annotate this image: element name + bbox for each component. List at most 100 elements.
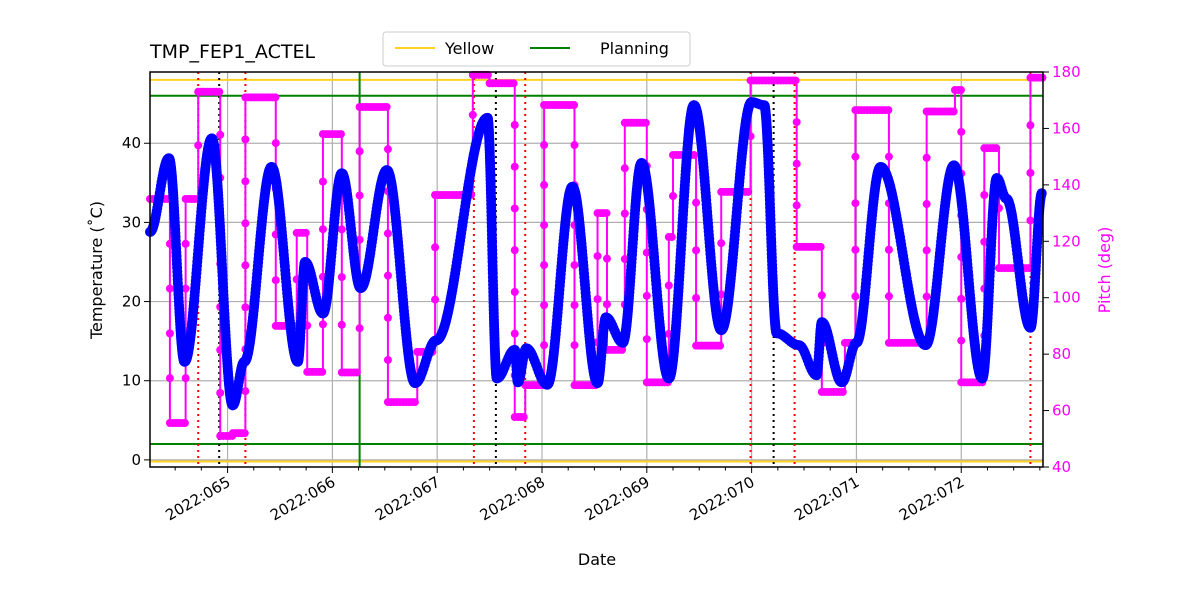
pitch-point (510, 204, 519, 213)
pitch-point (1026, 121, 1035, 130)
pitch-point (355, 324, 364, 333)
pitch-point (510, 162, 519, 171)
x-tick-label: 2022:069 (582, 473, 653, 525)
pitch-point (692, 293, 701, 302)
pitch-point (838, 387, 847, 396)
pitch-point (667, 233, 676, 242)
pitch-point (181, 239, 190, 248)
pitch-point (816, 242, 825, 251)
legend-label-yellow: Yellow (444, 39, 494, 58)
pitch-point (792, 118, 801, 127)
plot-frame (149, 71, 1044, 468)
pitch-point (318, 225, 327, 234)
pitch-point (215, 87, 224, 96)
pitch-point (922, 153, 931, 162)
pitch-point (431, 243, 440, 252)
pitch-point (692, 198, 701, 207)
pitch-point (468, 110, 477, 119)
pitch-point (851, 199, 860, 208)
y2-tick-label: 120 (1052, 232, 1081, 250)
temperature-series (145, 97, 1047, 411)
legend-label-planning: Planning (600, 39, 669, 58)
pitch-point (570, 141, 579, 150)
pitch-point (509, 79, 518, 88)
pitch-point (602, 300, 611, 309)
pitch-point (620, 209, 629, 218)
pitch-point (519, 413, 528, 422)
pitch-point (716, 341, 725, 350)
pitch-point (241, 261, 250, 270)
pitch-point (540, 141, 549, 150)
pitch-point (216, 388, 225, 397)
y2-tick-label: 100 (1052, 289, 1081, 307)
pitch-point (1026, 216, 1035, 225)
pitch-point (980, 237, 989, 246)
pitch-point (817, 291, 826, 300)
pitch-point (410, 398, 419, 407)
pitch-point (181, 284, 190, 293)
y2-axis-label: Pitch (deg) (1095, 227, 1114, 314)
pitch-point (664, 281, 673, 290)
pitch-point (641, 118, 650, 127)
pitch-point (318, 320, 327, 329)
pitch-point (383, 271, 392, 280)
pitch-point (957, 294, 966, 303)
pitch-point (692, 246, 701, 255)
pitch-point (216, 130, 225, 139)
pitch-point (642, 335, 651, 344)
pitch-point (318, 367, 327, 376)
pitch-point (1026, 168, 1035, 177)
pitch-point (884, 245, 893, 254)
legend: Yellow Planning (382, 31, 691, 67)
pitch-point (165, 284, 174, 293)
y2-tick-label: 60 (1052, 402, 1071, 420)
pitch-point (593, 252, 602, 261)
pitch-point (922, 200, 931, 209)
pitch-point (194, 141, 203, 150)
pitch-point (617, 345, 626, 354)
pitch-point (165, 329, 174, 338)
x-tick-label: 2022:072 (896, 473, 967, 525)
pitch-point (431, 295, 440, 304)
pitch-point (241, 135, 250, 144)
pitch-point (593, 295, 602, 304)
pitch-point (301, 228, 310, 237)
pitch-point (957, 336, 966, 345)
pitch-point (949, 107, 958, 116)
y2-tick-label: 40 (1052, 458, 1071, 476)
pitch-point (851, 245, 860, 254)
pitch-point (510, 246, 519, 255)
pitch-point (355, 235, 364, 244)
pitch-point (669, 192, 678, 201)
pitch-point (271, 139, 280, 148)
pitch-point (355, 147, 364, 156)
pitch-point (337, 225, 346, 234)
y-tick-label: 30 (122, 213, 141, 231)
y2-tick-label: 160 (1052, 119, 1081, 137)
pitch-point (922, 292, 931, 301)
pitch-point (510, 329, 519, 338)
y2-tick-label: 80 (1052, 345, 1071, 363)
pitch-point (717, 239, 726, 248)
pitch-point (540, 261, 549, 270)
pitch-point (791, 76, 800, 85)
pitch-point (336, 130, 345, 139)
pitch-point (271, 93, 280, 102)
pitch-point (957, 127, 966, 136)
pitch-point (992, 144, 1001, 153)
pitch-point (483, 70, 492, 79)
y-tick-label: 0 (131, 451, 141, 469)
pitch-point (602, 254, 611, 263)
pitch-point (620, 164, 629, 173)
x-tick-label: 2022:065 (162, 473, 233, 525)
pitch-point (540, 181, 549, 190)
pitch-point (318, 177, 327, 186)
pitch-point (540, 301, 549, 310)
pitch-point (642, 291, 651, 300)
x-tick-label: 2022:067 (372, 473, 443, 525)
pitch-point (980, 191, 989, 200)
x-axis-label: Date (578, 550, 616, 569)
pitch-point (337, 273, 346, 282)
y2-tick-label: 180 (1052, 63, 1081, 81)
pitch-point (383, 355, 392, 364)
